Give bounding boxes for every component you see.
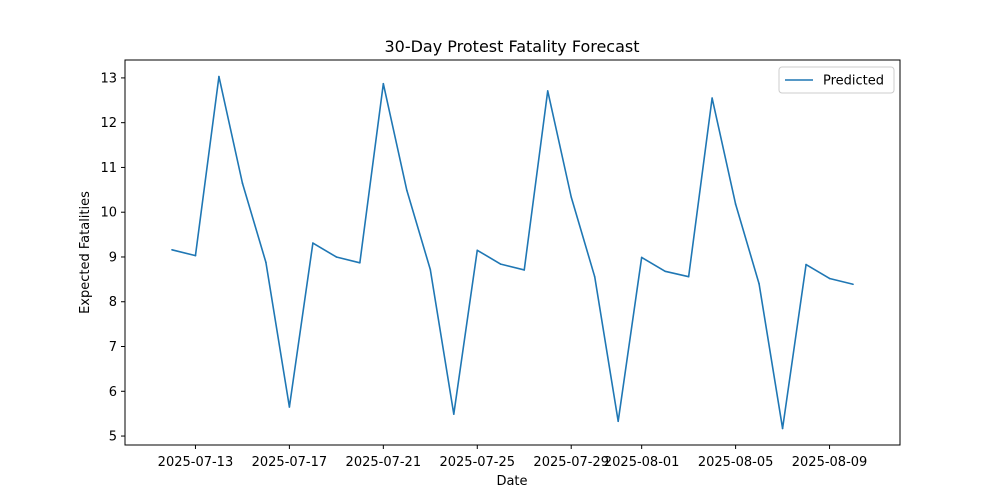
y-tick-label: 7 xyxy=(109,340,117,355)
data-point xyxy=(758,283,760,285)
series-line-0 xyxy=(172,77,853,429)
y-tick-label: 9 xyxy=(109,250,117,265)
legend-entry-label: Predicted xyxy=(823,74,884,89)
legend: Predicted xyxy=(779,67,894,93)
data-point xyxy=(383,83,385,85)
y-axis: 5 6 7 8 9 10 11 12 13 xyxy=(100,71,125,444)
data-point xyxy=(688,276,690,278)
x-tick-label: 2025-08-01 xyxy=(604,455,680,470)
y-tick-label: 13 xyxy=(100,71,117,86)
data-point xyxy=(852,283,854,285)
x-tick-label: 2025-07-17 xyxy=(252,455,328,470)
data-point xyxy=(547,90,549,92)
x-axis: 2025-07-13 2025-07-17 2025-07-21 2025-07-25… xyxy=(158,445,868,470)
x-tick-label: 2025-07-25 xyxy=(439,455,515,470)
data-point xyxy=(664,271,666,273)
y-tick-label: 6 xyxy=(109,385,117,400)
data-point xyxy=(195,255,197,257)
data-point xyxy=(289,406,291,408)
data-point xyxy=(336,256,338,258)
y-tick-label: 10 xyxy=(100,206,117,221)
y-tick-label: 5 xyxy=(109,430,117,445)
data-point xyxy=(500,263,502,265)
data-point xyxy=(453,413,455,415)
x-tick-label: 2025-08-09 xyxy=(792,455,868,470)
data-point xyxy=(265,262,267,264)
data-point xyxy=(359,262,361,264)
data-point xyxy=(171,249,173,251)
data-point xyxy=(805,264,807,266)
data-point xyxy=(430,269,432,271)
axes-frame xyxy=(125,60,900,445)
data-point xyxy=(711,97,713,99)
data-point xyxy=(641,257,643,259)
data-point xyxy=(523,269,525,271)
data-point xyxy=(829,278,831,280)
data-point xyxy=(242,182,244,184)
plot-area xyxy=(171,76,854,429)
data-point xyxy=(476,249,478,251)
y-tick-label: 11 xyxy=(100,161,117,176)
data-point xyxy=(782,428,784,430)
data-point xyxy=(218,76,220,78)
y-axis-label: Expected Fatalities xyxy=(78,191,93,314)
data-point xyxy=(570,196,572,198)
x-tick-label: 2025-07-29 xyxy=(533,455,609,470)
data-point xyxy=(594,276,596,278)
x-tick-label: 2025-08-05 xyxy=(698,455,774,470)
y-tick-label: 12 xyxy=(100,116,117,131)
x-axis-label: Date xyxy=(496,474,527,489)
chart-title: 30-Day Protest Fatality Forecast xyxy=(384,37,639,56)
y-tick-label: 8 xyxy=(109,295,117,310)
x-tick-label: 2025-07-13 xyxy=(158,455,234,470)
data-point xyxy=(312,242,314,244)
data-point xyxy=(735,203,737,205)
x-tick-label: 2025-07-21 xyxy=(346,455,422,470)
data-point xyxy=(406,189,408,191)
data-point xyxy=(617,420,619,422)
